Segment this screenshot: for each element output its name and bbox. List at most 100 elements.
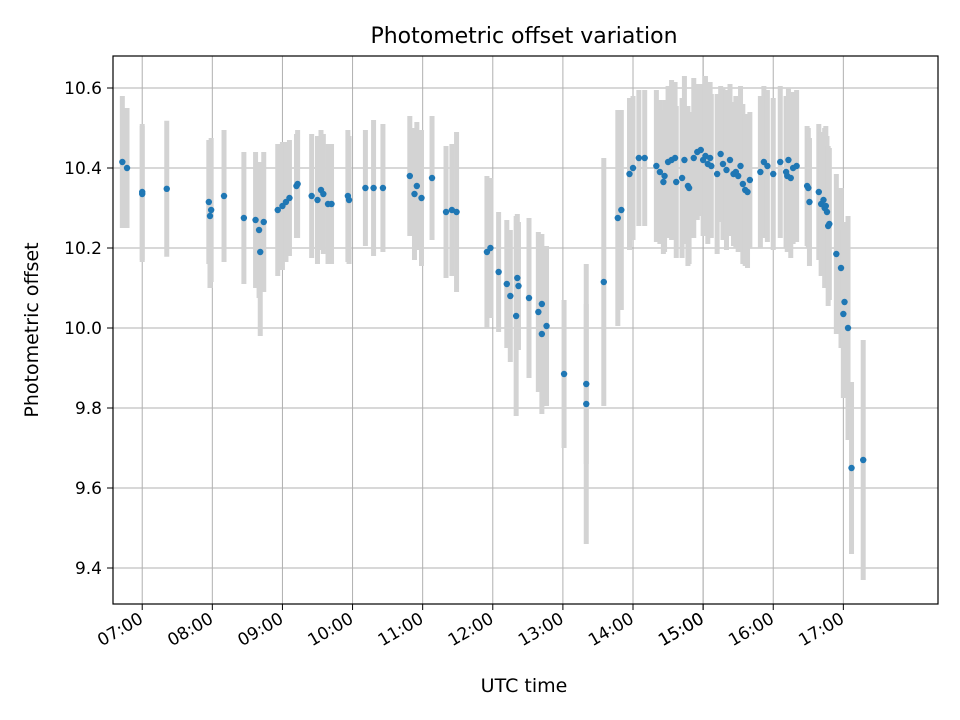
data-point: [495, 268, 502, 276]
data-point: [708, 162, 715, 170]
data-point: [671, 154, 679, 162]
x-tick-label: 15:00: [655, 609, 707, 651]
data-point: [538, 300, 546, 308]
data-point: [656, 168, 664, 176]
axes-frame: [112, 55, 939, 605]
data-point: [826, 220, 833, 228]
data-point: [370, 184, 377, 192]
data-point: [841, 298, 848, 306]
data-point: [840, 310, 847, 318]
data-point: [719, 160, 727, 168]
data-point: [600, 278, 607, 286]
x-tick-label: 11:00: [375, 609, 427, 651]
data-point: [739, 180, 747, 188]
data-point: [848, 464, 855, 472]
data-point: [123, 164, 131, 172]
y-axis-label: Photometric offset: [21, 242, 43, 417]
data-point: [538, 330, 546, 338]
x-tick-label: 09:00: [235, 609, 287, 651]
data-points: [119, 146, 867, 472]
data-point: [260, 218, 267, 226]
data-point: [487, 244, 494, 252]
y-tick-label: 10.2: [64, 239, 102, 259]
data-point: [220, 192, 228, 200]
data-point: [635, 154, 643, 162]
data-point: [823, 208, 831, 216]
data-point: [678, 174, 686, 182]
x-tick-label: 12:00: [445, 609, 497, 651]
data-point: [764, 162, 771, 170]
data-point: [815, 188, 823, 196]
data-point: [844, 324, 852, 332]
data-point: [503, 280, 511, 288]
data-point: [770, 170, 777, 178]
x-tick-label: 16:00: [725, 609, 777, 651]
y-tick-label: 9.8: [75, 399, 102, 419]
data-point: [614, 214, 622, 222]
data-point: [583, 400, 590, 408]
grid-lines: [113, 56, 938, 604]
data-point: [653, 162, 660, 170]
data-point: [822, 202, 830, 210]
x-tick-label: 13:00: [515, 609, 567, 651]
data-point: [690, 154, 697, 162]
data-point: [514, 274, 521, 282]
x-tick-label: 14:00: [585, 609, 637, 651]
chart-title: Photometric offset variation: [370, 24, 677, 49]
x-tick-label: 08:00: [164, 609, 216, 651]
data-point: [717, 150, 724, 158]
data-point: [744, 188, 751, 196]
data-point: [515, 282, 522, 290]
data-point: [320, 190, 327, 198]
data-point: [661, 172, 668, 180]
y-tick-label: 9.4: [75, 559, 102, 579]
data-point: [345, 196, 353, 204]
data-point: [793, 162, 800, 170]
data-point: [737, 162, 744, 170]
data-point: [560, 370, 568, 378]
data-point: [777, 158, 784, 166]
data-point: [274, 206, 281, 214]
data-point: [207, 206, 215, 214]
data-point: [252, 216, 259, 224]
data-point: [787, 174, 794, 182]
data-point: [785, 156, 792, 164]
data-point: [418, 194, 425, 202]
data-point: [119, 158, 126, 166]
data-point: [713, 170, 721, 178]
data-point: [697, 146, 704, 154]
data-point: [442, 208, 450, 216]
data-point: [206, 212, 214, 220]
data-point: [535, 308, 542, 316]
data-point: [806, 198, 813, 206]
data-point: [453, 208, 460, 216]
data-point: [685, 184, 693, 192]
data-point: [820, 196, 827, 204]
data-point: [413, 182, 421, 190]
y-tick-label: 10.6: [64, 79, 102, 99]
y-tick-label: 10.0: [64, 319, 102, 339]
data-point: [757, 168, 764, 176]
data-point: [837, 264, 845, 272]
data-point: [734, 172, 742, 180]
y-tick-label: 9.6: [75, 479, 102, 499]
x-axis-label: UTC time: [481, 675, 568, 697]
data-point: [286, 194, 293, 202]
data-point: [706, 154, 714, 162]
data-point: [626, 170, 633, 178]
data-point: [314, 196, 321, 204]
data-point: [428, 174, 436, 182]
data-point: [379, 184, 387, 192]
data-point: [308, 192, 315, 200]
data-point: [507, 292, 514, 300]
data-point: [673, 178, 680, 186]
data-point: [139, 190, 146, 198]
data-point: [328, 200, 335, 208]
data-point: [240, 214, 248, 222]
data-point: [362, 184, 369, 192]
x-tick-label: 10:00: [305, 609, 357, 651]
data-point: [406, 172, 414, 180]
data-point: [833, 250, 840, 258]
x-tick-label: 07:00: [94, 609, 146, 651]
